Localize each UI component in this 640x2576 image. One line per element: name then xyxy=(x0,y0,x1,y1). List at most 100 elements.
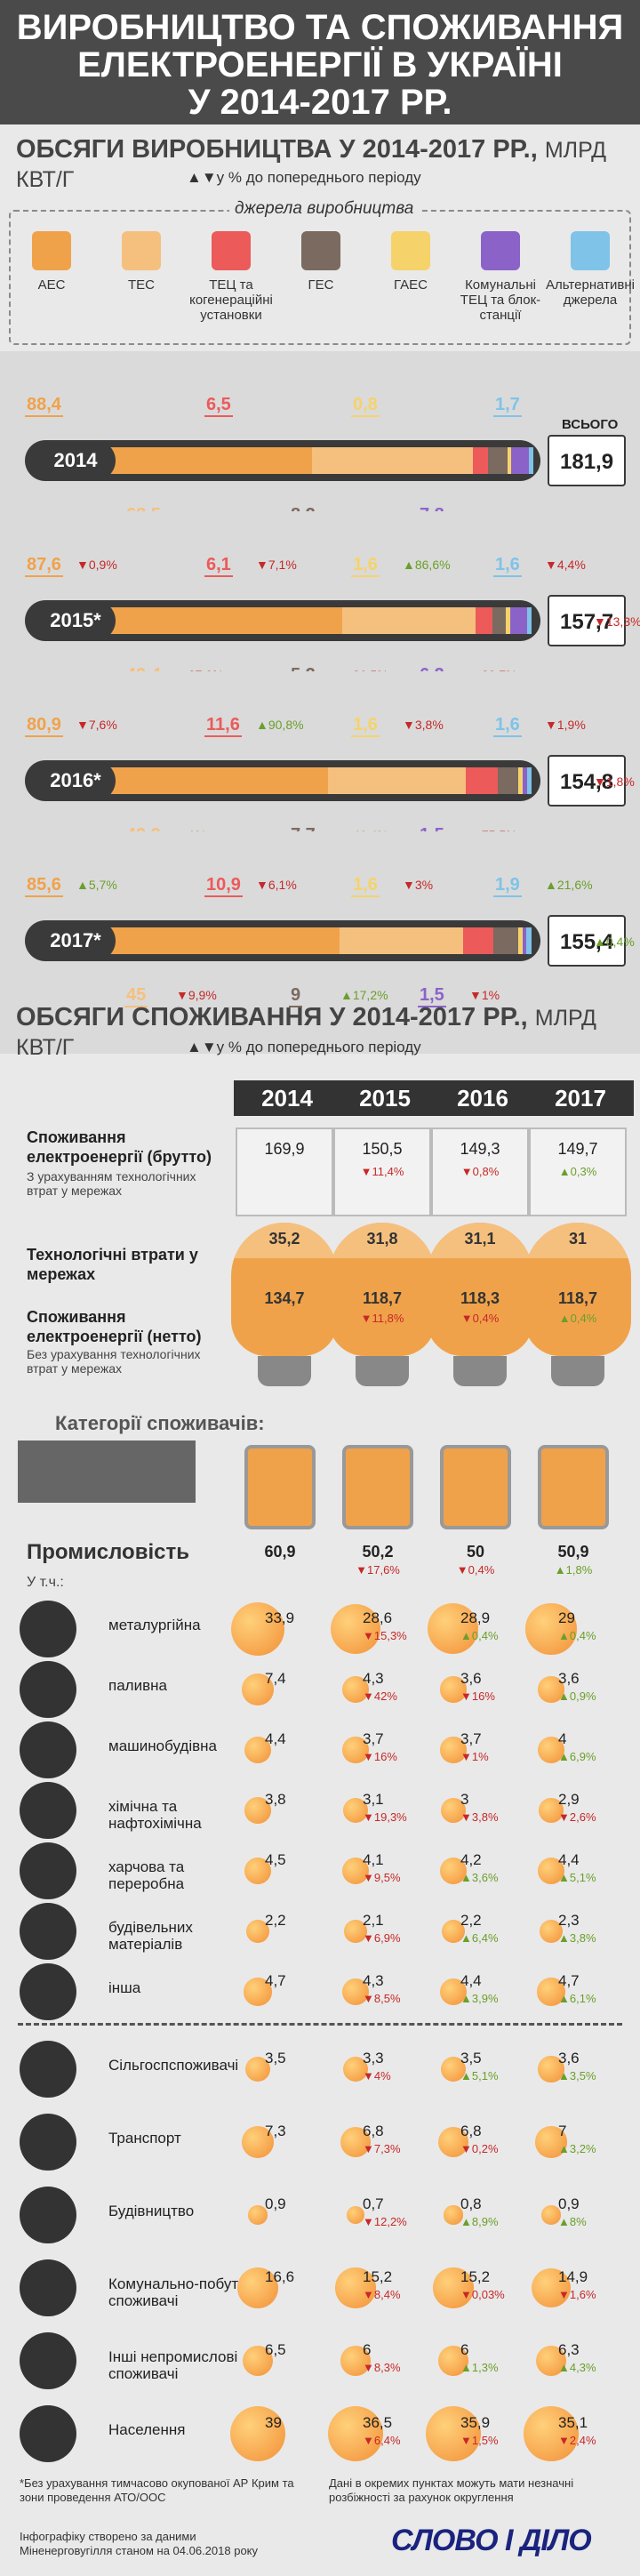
value-change: ▼3,8% xyxy=(403,718,444,732)
category-name: металургійна xyxy=(108,1617,201,1633)
value-circle xyxy=(535,2345,567,2377)
building-materials-icon xyxy=(20,1903,76,1960)
category-change: ▲8% xyxy=(558,2215,587,2228)
source-6: Альтернативні джерела xyxy=(546,231,635,308)
value-change: ▼1% xyxy=(469,988,500,1002)
value-circle xyxy=(244,2056,271,2082)
net-change: ▼0,4% xyxy=(460,1312,500,1325)
category-value: 6 xyxy=(460,2341,469,2358)
category-value: 2,1 xyxy=(363,1912,384,1929)
bar-segment xyxy=(517,927,523,954)
value-circle xyxy=(442,1920,465,1943)
loss-value: 31,1 xyxy=(464,1230,496,1248)
value-label: 1,9 xyxy=(493,874,522,897)
gross-value: 149,3 xyxy=(460,1140,500,1158)
value-circle xyxy=(439,1857,468,1885)
category-value: 4,4 xyxy=(460,1972,482,1989)
industry-value: 50,9 xyxy=(557,1543,589,1561)
value-label: 1,5 xyxy=(418,984,446,1007)
gross-box xyxy=(529,1128,627,1216)
value-label: 1,6 xyxy=(493,554,522,577)
category-value: 3,3 xyxy=(363,2050,384,2066)
net-value: 134,7 xyxy=(264,1289,305,1307)
value-label: 1,7 xyxy=(493,394,522,417)
value-label: 9 xyxy=(289,984,303,1007)
category-value: 14,9 xyxy=(558,2268,588,2285)
category-change: ▲3,9% xyxy=(460,1992,499,2005)
battery-icon xyxy=(342,1445,413,1529)
tractor-icon xyxy=(20,2041,76,2098)
category-value: 3,6 xyxy=(558,1670,580,1687)
chemical-icon xyxy=(20,1782,76,1839)
category-name: Комунально-побутові споживачі xyxy=(108,2275,259,2309)
population-icon xyxy=(20,2405,76,2462)
category-value: 4,2 xyxy=(460,1851,482,1868)
value-label: 6,1 xyxy=(204,554,233,577)
bulb-icon xyxy=(524,1223,631,1356)
category-change: ▲3,8% xyxy=(558,1931,596,1945)
category-change: ▼6,9% xyxy=(363,1931,401,1945)
category-value: 29 xyxy=(558,1609,575,1626)
incl-label: У т.ч.: xyxy=(27,1575,64,1590)
value-circle xyxy=(230,2406,285,2461)
gross-value: 149,7 xyxy=(557,1140,598,1158)
bar-segment xyxy=(463,927,493,954)
category-value: 6,8 xyxy=(363,2123,384,2139)
gross-sub: З урахуванням технологічних втрат у мере… xyxy=(27,1169,196,1198)
category-change: ▼2,4% xyxy=(558,2434,596,2447)
value-circle xyxy=(524,2406,579,2461)
category-value: 3,6 xyxy=(460,1670,482,1687)
source-3: ГЕС xyxy=(276,231,365,293)
category-value: 28,6 xyxy=(363,1609,393,1626)
value-label: 88,4 xyxy=(25,394,63,417)
value-circle xyxy=(335,2267,376,2308)
bar-segment xyxy=(492,927,518,954)
year-label: 2017* xyxy=(36,920,116,961)
value-circle xyxy=(341,1978,370,2006)
category-change: ▲3,5% xyxy=(558,2069,596,2082)
category-change: ▼1,6% xyxy=(558,2288,596,2301)
category-change: ▼16% xyxy=(363,1750,397,1763)
footnote-2: Дані в окремих пунктах можуть мати незна… xyxy=(329,2476,574,2504)
value-circle xyxy=(541,2205,561,2225)
category-change: ▲6,4% xyxy=(460,1931,499,1945)
net-value: 118,7 xyxy=(362,1289,403,1307)
bulb-base xyxy=(258,1356,311,1386)
value-circle xyxy=(244,1978,272,2006)
value-circle xyxy=(246,1920,269,1943)
value-circle xyxy=(428,1603,479,1655)
bulb-base xyxy=(453,1356,507,1386)
value-circle xyxy=(440,1676,467,1703)
category-row: харчова та переробна 4,5 4,1 ▼9,5% 4,2 ▲3,6% 4… xyxy=(0,1834,640,1908)
value-label: 11,6 xyxy=(204,714,242,737)
header: ВИРОБНИЦТВО ТА СПОЖИВАННЯ ЕЛЕКТРОЕНЕРГІЇ… xyxy=(0,0,640,124)
value-circle xyxy=(535,2126,567,2158)
loss-value: 35,2 xyxy=(268,1230,300,1248)
category-value: 6,5 xyxy=(265,2341,286,2358)
category-row: будівельних матеріалів 2,2 2,1 ▼6,9% 2,2 ▲6,4… xyxy=(0,1894,640,1969)
loss-label: Технологічні втрати у мережах xyxy=(27,1246,198,1283)
category-value: 3,7 xyxy=(460,1730,482,1747)
value-label: 10,9 xyxy=(204,874,243,897)
category-value: 4,4 xyxy=(265,1730,286,1747)
category-change: ▲1,3% xyxy=(460,2361,499,2374)
total-label: ВСЬОГО xyxy=(562,417,619,432)
category-value: 2,2 xyxy=(265,1912,286,1929)
value-circle xyxy=(525,1603,577,1655)
category-value: 36,5 xyxy=(363,2414,393,2431)
credit: Інфографіку створено за даними Міненерго… xyxy=(20,2530,259,2557)
factory-icon xyxy=(18,1440,196,1503)
category-row: Інші непромислові споживачі 6,5 6 ▼8,3% 6 ▲1,… xyxy=(0,2323,640,2398)
value-circle xyxy=(328,2406,383,2461)
bar-segment xyxy=(527,607,532,634)
net-change: ▲0,4% xyxy=(558,1312,597,1325)
category-value: 4,5 xyxy=(265,1851,286,1868)
category-name: харчова та переробна xyxy=(108,1858,185,1892)
total-change: ▲0,4% xyxy=(594,935,635,949)
category-row: Комунально-побутові споживачі 16,6 15,2 ▼8,… xyxy=(0,2251,640,2325)
category-value: 4,3 xyxy=(363,1972,384,1989)
gross-change: ▼11,4% xyxy=(360,1165,404,1178)
category-change: ▲0,4% xyxy=(460,1629,499,1642)
value-label: 80,9 xyxy=(25,714,63,737)
footnote-1: *Без урахування тимчасово окупованої АР … xyxy=(20,2476,294,2504)
